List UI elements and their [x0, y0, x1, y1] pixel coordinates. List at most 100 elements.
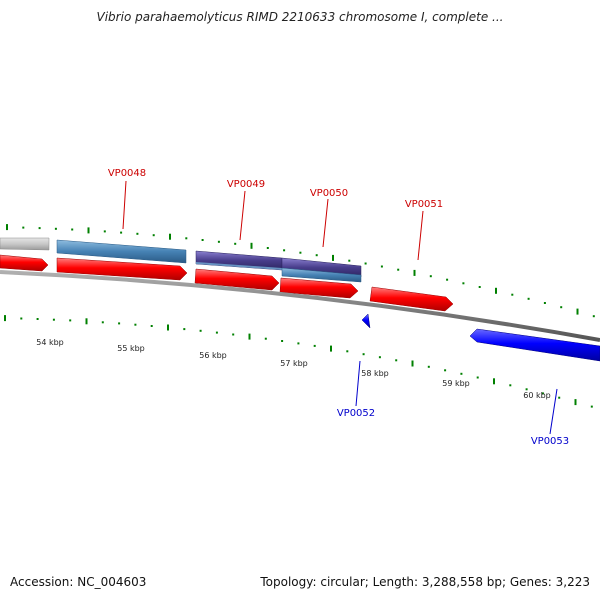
cds-arrow-vp0048[interactable] [56, 257, 188, 281]
inner-tick-mark [85, 318, 88, 325]
gene-label-vp0048[interactable]: VP0048 [108, 168, 146, 179]
inner-tick-mark [199, 329, 202, 332]
outer-tick-mark [592, 315, 595, 318]
inner-tick-mark [476, 376, 479, 379]
inner-tick-mark [215, 331, 218, 334]
outer-tick-mark [446, 278, 449, 281]
outer-tick-mark [71, 228, 74, 231]
outer-tick-mark [136, 232, 139, 235]
outer-tick-mark [429, 275, 432, 278]
outer-tick-mark [283, 249, 286, 252]
inner-tick-mark [574, 399, 577, 406]
outer-tick-mark [348, 259, 351, 262]
scale-label-59kbp: 59 kbp [442, 379, 470, 388]
inner-tick-mark [134, 323, 137, 326]
scale-label-58kbp: 58 kbp [361, 369, 389, 378]
topology-summary-text: Topology: circular; Length: 3,288,558 bp… [260, 575, 590, 589]
inner-tick-mark [509, 384, 512, 387]
inner-tick-mark [313, 344, 316, 347]
gene-label-vp0052[interactable]: VP0052 [337, 408, 375, 419]
outer-tick-mark [217, 240, 220, 243]
inner-tick-mark [281, 340, 284, 342]
cds-arrow-vp0051[interactable] [369, 286, 454, 312]
inner-tick-mark [330, 345, 332, 352]
inner-tick-mark [395, 359, 398, 362]
inner-tick-mark [460, 372, 463, 375]
accession-text: Accession: NC_004603 [10, 575, 147, 589]
scale-label-56kbp: 56 kbp [199, 351, 227, 360]
cds-arrow-vp0050[interactable] [279, 277, 359, 299]
inner-tick-mark [101, 321, 104, 324]
rna-feature-steel-1[interactable] [56, 239, 187, 264]
gene-label-vp0053[interactable]: VP0053 [531, 436, 569, 447]
outer-tick-mark [560, 306, 563, 309]
inner-tick-mark [297, 342, 300, 345]
inner-tick-mark [232, 333, 235, 336]
inner-tick-mark [183, 328, 186, 331]
outer-tick-mark [185, 237, 188, 240]
rna-feature-steel-2[interactable] [196, 262, 282, 270]
outer-tick-mark [315, 254, 318, 257]
inner-tick-mark [264, 337, 267, 340]
inner-tick-mark [493, 378, 495, 385]
outer-tick-mark [332, 254, 334, 261]
gene-label-vp0051[interactable]: VP0051 [405, 199, 443, 210]
scale-label-54kbp: 54 kbp [36, 338, 64, 347]
cds-arrow-vp0052[interactable] [361, 313, 371, 329]
outer-tick-mark [478, 286, 481, 288]
inner-tick-mark [541, 392, 544, 395]
outer-tick-mark [103, 230, 106, 233]
inner-tick-mark [118, 322, 121, 325]
outer-tick-mark [380, 265, 383, 268]
chromosome-backbone [0, 270, 600, 342]
outer-tick-mark [413, 269, 416, 276]
label-line-vp0052 [355, 360, 361, 407]
outer-tick-mark [364, 262, 367, 265]
inner-tick-mark [248, 333, 251, 340]
cds-arrow-vp0049[interactable] [194, 268, 280, 291]
outer-tick-mark [495, 287, 497, 294]
inner-tick-mark [444, 369, 447, 372]
rna-feature-steel-3[interactable] [281, 267, 362, 283]
outer-tick-mark [266, 247, 269, 249]
outer-tick-ring [6, 224, 595, 318]
map-title: Vibrio parahaemolyticus RIMD 2210633 chr… [96, 10, 504, 24]
label-line-vp0051 [417, 210, 424, 261]
outer-tick-mark [576, 308, 579, 315]
outer-tick-mark [462, 282, 465, 285]
scale-label-57kbp: 57 kbp [280, 359, 308, 368]
outer-tick-mark [54, 227, 57, 230]
grey-feature[interactable] [0, 237, 50, 251]
outer-tick-mark [6, 224, 8, 231]
outer-tick-mark [299, 251, 302, 254]
cds-arrow-left-partial[interactable] [0, 254, 49, 272]
inner-tick-mark [590, 405, 593, 408]
outer-tick-mark [120, 231, 123, 234]
outer-tick-mark [152, 234, 155, 237]
outer-tick-mark [38, 227, 41, 230]
outer-tick-mark [511, 293, 514, 296]
outer-tick-mark [201, 239, 204, 241]
outer-tick-mark [22, 226, 25, 229]
gene-label-vp0049[interactable]: VP0049 [227, 179, 265, 190]
outer-tick-mark [87, 227, 90, 234]
inner-tick-mark [69, 319, 72, 322]
inner-tick-mark [167, 324, 169, 331]
label-line-vp0053 [549, 388, 558, 435]
scale-label-60kbp: 60 kbp [523, 391, 551, 400]
inner-tick-mark [36, 318, 39, 320]
inner-tick-mark [525, 388, 528, 391]
inner-tick-mark [411, 360, 414, 367]
outer-tick-mark [527, 297, 530, 300]
inner-tick-mark [378, 356, 381, 359]
inner-tick-mark [150, 325, 153, 327]
inner-tick-mark [558, 396, 561, 399]
gene-label-vp0050[interactable]: VP0050 [310, 188, 348, 199]
inner-tick-mark [346, 350, 349, 353]
inner-tick-mark [362, 353, 365, 356]
outer-tick-mark [169, 233, 171, 240]
cds-arrow-vp0053[interactable] [469, 328, 600, 362]
outer-tick-mark [397, 268, 400, 271]
inner-tick-mark [52, 318, 55, 321]
